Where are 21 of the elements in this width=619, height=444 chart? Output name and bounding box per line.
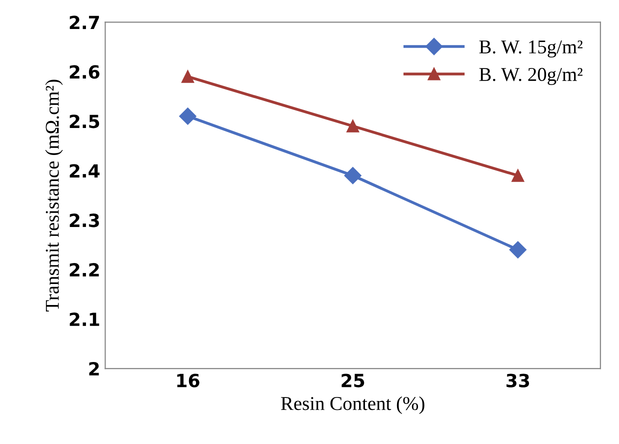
y-tick-label: 2 bbox=[89, 362, 99, 376]
x-tick-label: 16 bbox=[177, 374, 200, 388]
x-tick-label: 33 bbox=[506, 374, 530, 388]
y-tick-label: 2.7 bbox=[70, 16, 99, 30]
y-tick-label: 2.6 bbox=[70, 65, 100, 79]
y-tick-label: 2.2 bbox=[70, 263, 99, 276]
legend-label: B. W. 15g/m² bbox=[479, 40, 582, 58]
point bbox=[512, 169, 524, 182]
x-axis-title: Resin Content (%) bbox=[281, 396, 424, 414]
point bbox=[346, 120, 360, 132]
y-tick-label: 2.5 bbox=[70, 114, 100, 128]
y-axis-title: Transmit resistance (mΩ.cm²) bbox=[45, 80, 63, 312]
point bbox=[179, 108, 196, 125]
y-tick-label: 2.3 bbox=[70, 214, 99, 228]
y-tick-label: 2.1 bbox=[70, 312, 100, 326]
point bbox=[344, 167, 362, 184]
legend-label: B. W. 20g/m² bbox=[479, 68, 582, 86]
y-tick-label: 2.4 bbox=[70, 164, 100, 178]
x-tick-label: 25 bbox=[342, 374, 364, 388]
point bbox=[509, 241, 526, 258]
point bbox=[182, 70, 194, 83]
